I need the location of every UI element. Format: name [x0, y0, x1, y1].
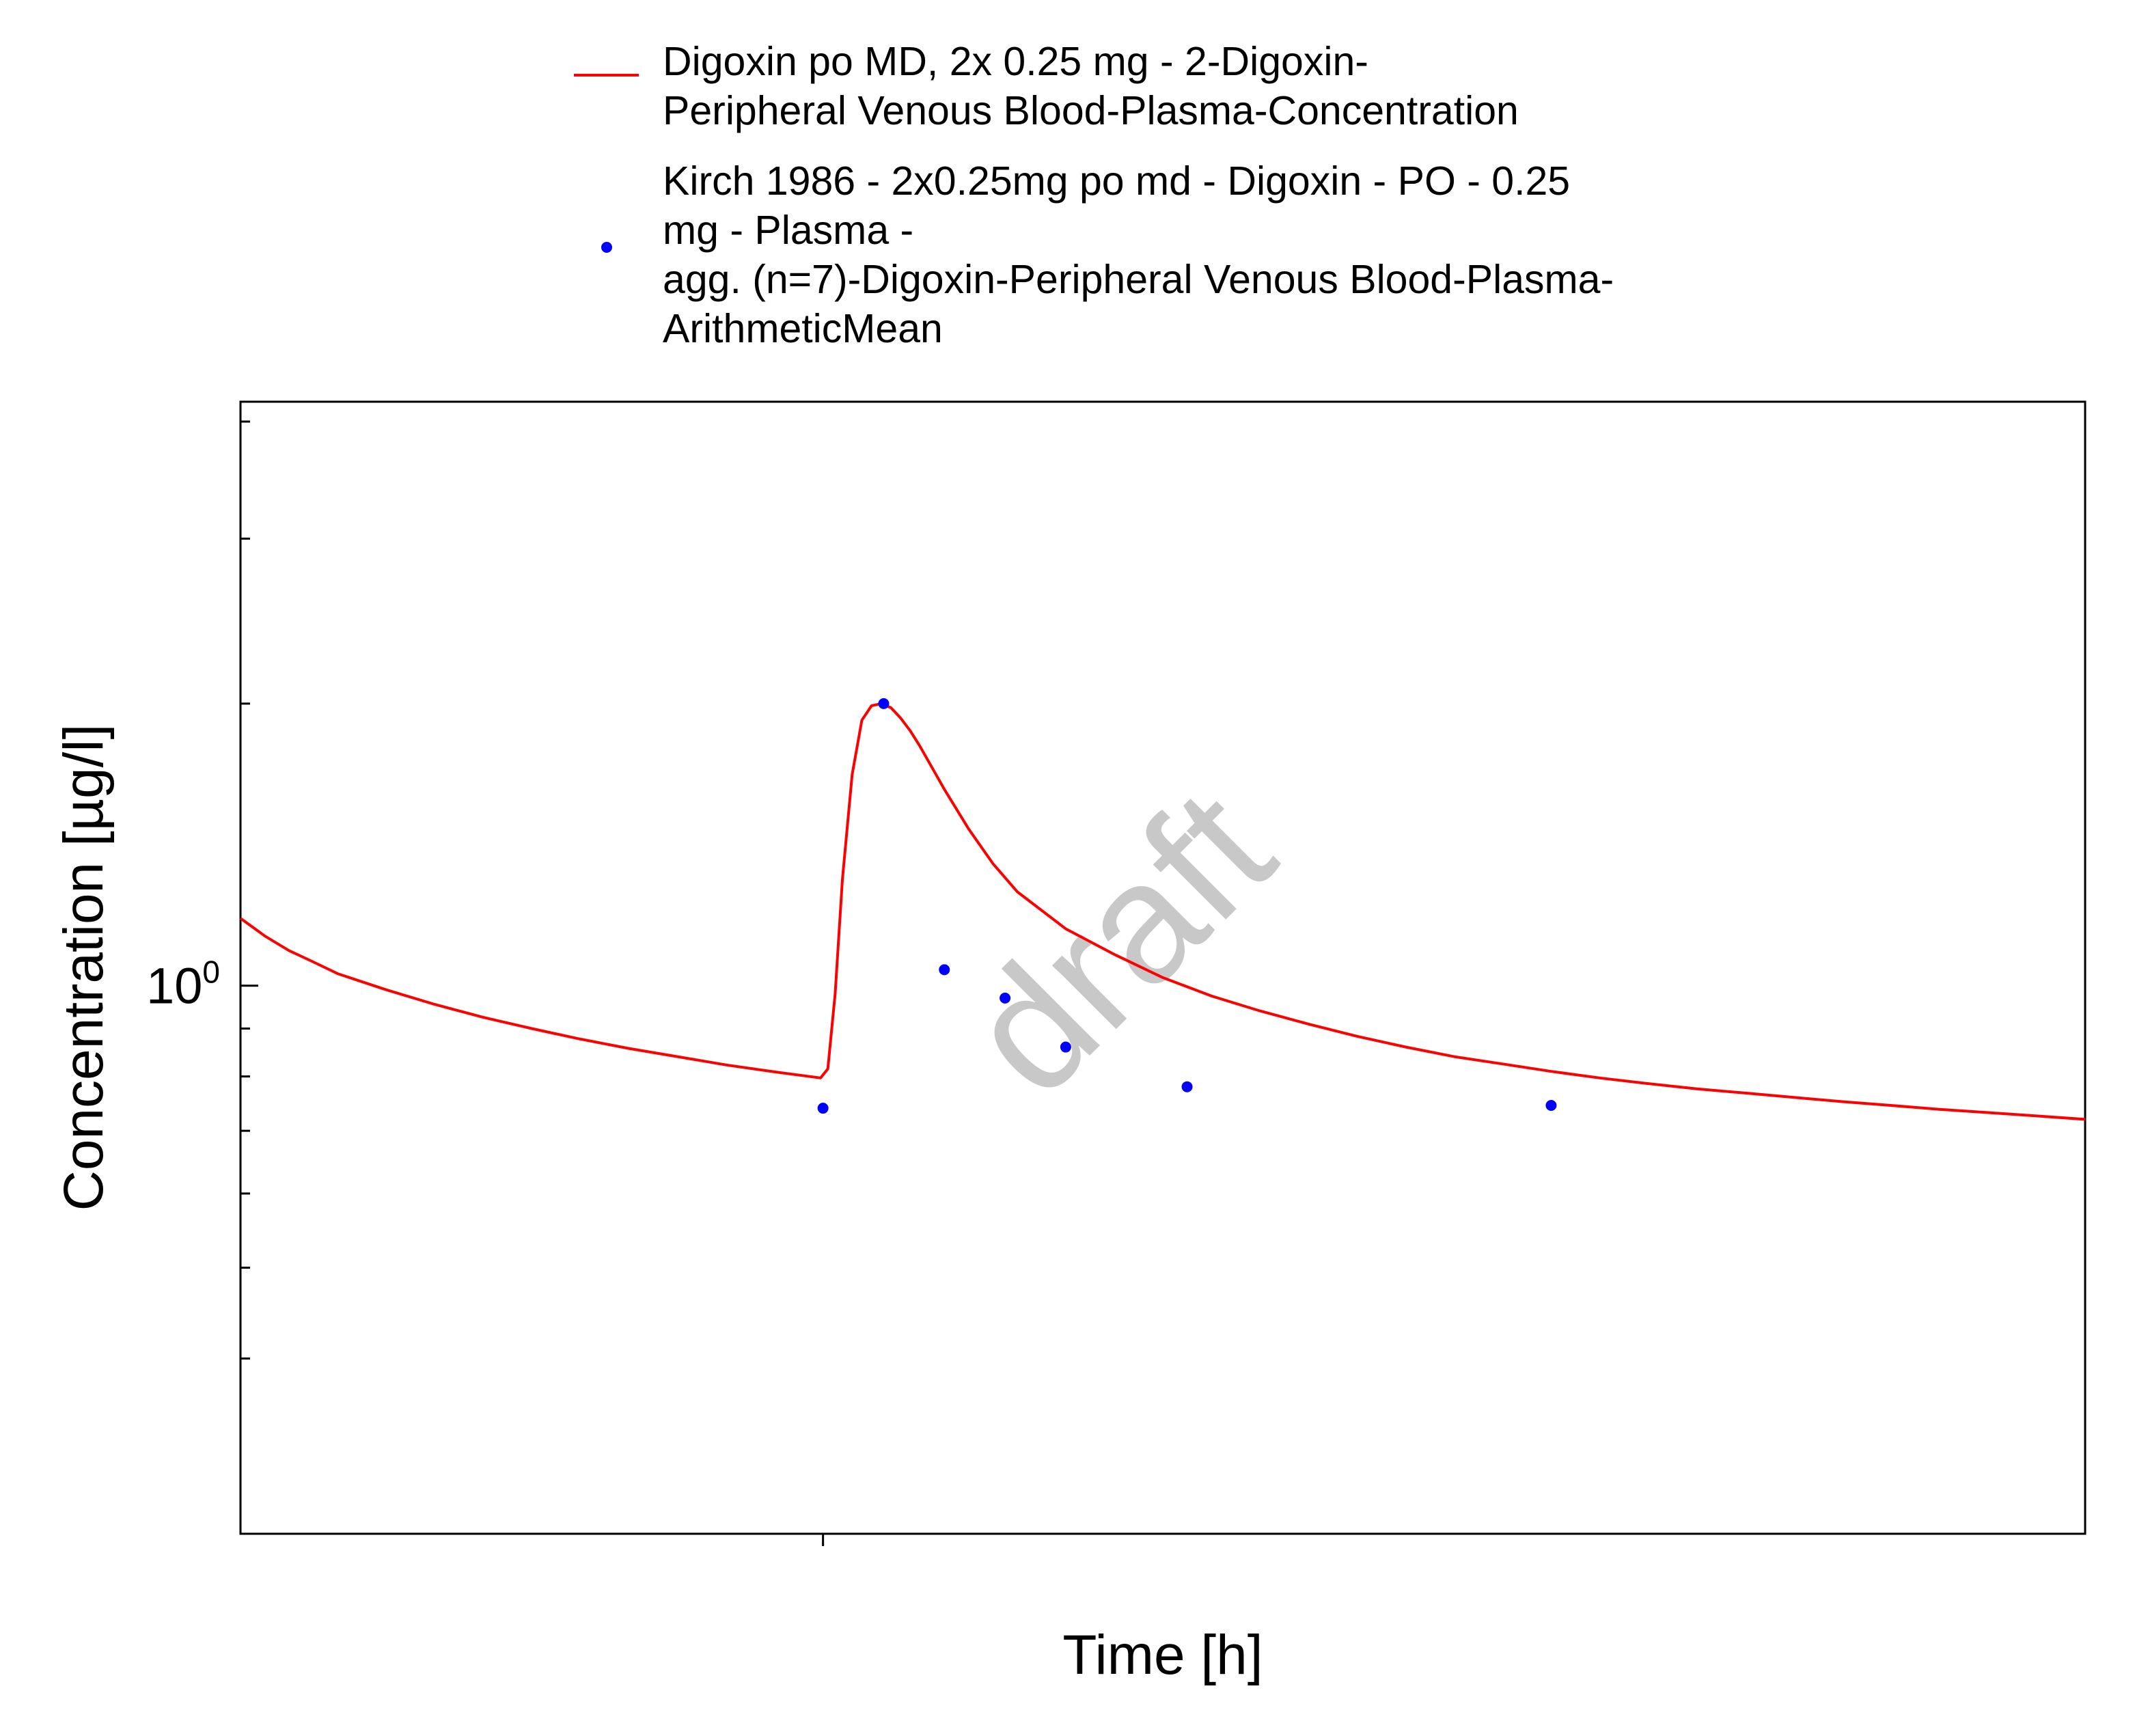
- watermark: draft: [931, 754, 1308, 1130]
- legend-entry-observed-line-2: mg - Plasma -: [663, 208, 913, 253]
- legend-entry-simulation-line-1: Digoxin po MD, 2x 0.25 mg - 2-Digoxin-: [663, 39, 1368, 84]
- y-tick-label-base: 10: [146, 958, 202, 1015]
- observed-point: [817, 1103, 829, 1114]
- plot-area: [239, 400, 2086, 1535]
- observed-point: [1060, 1041, 1071, 1053]
- simulation-series: [239, 702, 2086, 1121]
- y-axis-ticks: [240, 420, 258, 1360]
- legend-entry-observed-line-1: Kirch 1986 - 2x0.25mg po md - Digoxin - …: [663, 159, 1570, 204]
- legend-entry-observed-line-4: ArithmeticMean: [663, 306, 943, 351]
- legend-entry-observed-line-3: agg. (n=7)-Digoxin-Peripheral Venous Blo…: [663, 257, 1614, 302]
- y-tick-label-10-0: 100: [146, 954, 220, 1015]
- legend-marker-swatch: [601, 242, 612, 253]
- legend-entry-simulation-line-2: Peripheral Venous Blood-Plasma-Concentra…: [663, 88, 1519, 133]
- x-axis-label: Time [h]: [1062, 1624, 1263, 1686]
- simulation-line: [239, 702, 2086, 1121]
- observed-point: [939, 964, 950, 976]
- observed-point: [1545, 1100, 1557, 1112]
- legend: Digoxin po MD, 2x 0.25 mg - 2-Digoxin- P…: [574, 39, 1614, 351]
- observed-point: [1181, 1081, 1193, 1092]
- y-axis-label: Concentration [µg/l]: [53, 724, 115, 1211]
- observed-point: [1000, 992, 1011, 1004]
- observed-series: [817, 698, 1557, 1114]
- observed-point: [878, 698, 890, 709]
- y-tick-label-exponent: 0: [202, 954, 220, 990]
